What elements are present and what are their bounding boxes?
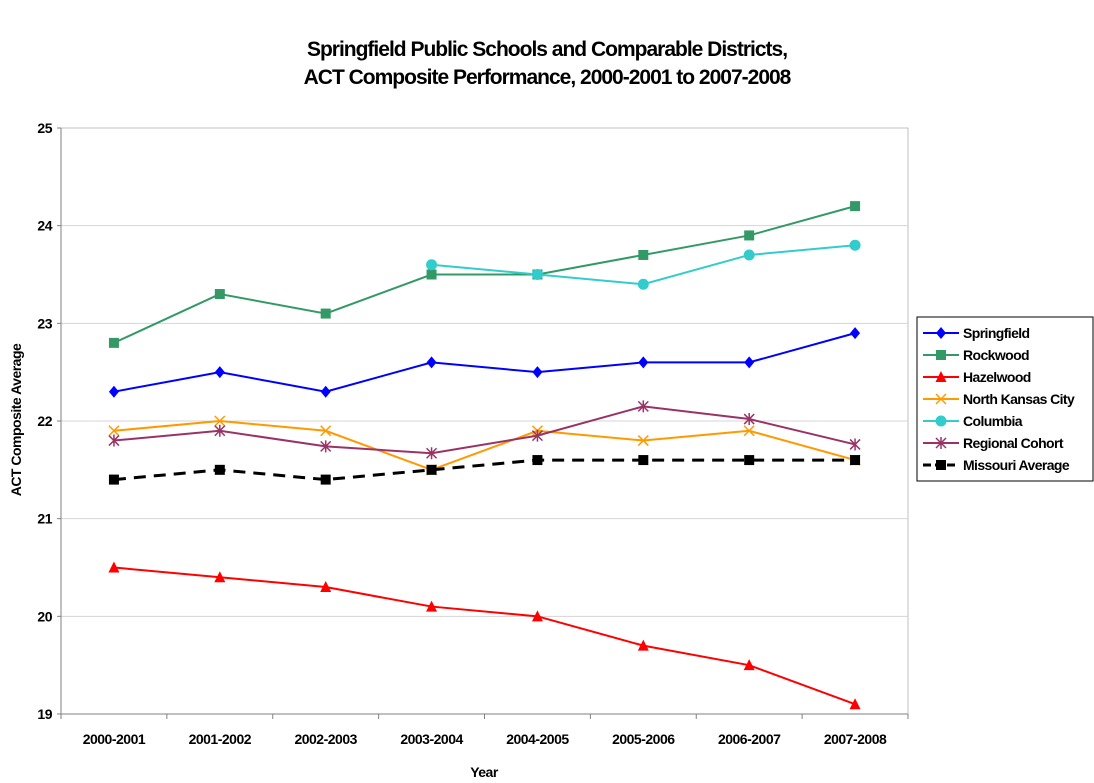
x-tick-label: 2000-2001 bbox=[83, 731, 146, 747]
y-tick-label: 19 bbox=[37, 706, 52, 722]
x-axis-label: Year bbox=[470, 764, 499, 780]
data-point bbox=[214, 366, 225, 379]
legend-label: Columbia bbox=[963, 413, 1023, 429]
data-point bbox=[935, 371, 947, 382]
data-point bbox=[320, 425, 332, 437]
data-point bbox=[849, 698, 861, 710]
legend-label: Springfield bbox=[963, 325, 1030, 341]
plot-area: 19 20 21 22 23 24 25 2000-2001 2001-2002 2002-200… bbox=[37, 120, 909, 747]
data-point bbox=[850, 201, 861, 212]
data-point bbox=[936, 350, 946, 360]
data-point bbox=[214, 424, 226, 437]
data-point bbox=[531, 429, 543, 442]
data-point bbox=[320, 308, 331, 319]
legend-label: North Kansas City bbox=[963, 391, 1075, 407]
x-tick-label: 2003-2004 bbox=[400, 731, 463, 747]
data-point bbox=[108, 337, 119, 348]
data-point bbox=[637, 400, 649, 413]
y-tick-label: 23 bbox=[37, 315, 52, 331]
x-tick-label: 2005-2006 bbox=[612, 731, 675, 747]
data-point bbox=[743, 425, 755, 437]
x-tick-label: 2006-2007 bbox=[718, 731, 781, 747]
data-point bbox=[108, 425, 120, 437]
data-point bbox=[744, 356, 755, 369]
y-tick-label: 24 bbox=[37, 218, 52, 234]
data-point bbox=[637, 435, 649, 447]
legend-label: Rockwood bbox=[963, 347, 1029, 363]
data-point bbox=[320, 581, 332, 593]
data-point bbox=[426, 464, 437, 475]
data-point bbox=[638, 356, 649, 369]
legend-label: Hazelwood bbox=[963, 369, 1031, 385]
chart-title-line-1: Springfield Public Schools and Comparabl… bbox=[307, 38, 787, 61]
data-point bbox=[744, 455, 755, 466]
legend-label: Regional Cohort bbox=[963, 435, 1064, 451]
series-line-missouri-average bbox=[113, 458, 856, 482]
data-point bbox=[426, 356, 437, 369]
x-tick-label: 2001-2002 bbox=[189, 731, 252, 747]
data-point bbox=[426, 447, 438, 460]
series-line-regional-cohort bbox=[113, 405, 856, 455]
data-point bbox=[637, 278, 649, 290]
data-point bbox=[532, 366, 543, 379]
chart-title-line-2: ACT Composite Performance, 2000-2001 to … bbox=[304, 66, 792, 89]
data-point bbox=[320, 385, 331, 398]
data-point bbox=[108, 561, 120, 573]
y-tick-label: 21 bbox=[37, 511, 52, 527]
data-point bbox=[936, 327, 946, 339]
y-tick-label: 22 bbox=[37, 413, 52, 429]
x-tick-label: 2002-2003 bbox=[294, 731, 357, 747]
data-point bbox=[214, 415, 226, 427]
data-point bbox=[320, 440, 332, 453]
series-line-springfield bbox=[113, 332, 856, 393]
data-point bbox=[743, 659, 755, 671]
data-point bbox=[744, 230, 755, 241]
data-point bbox=[108, 474, 119, 485]
data-point bbox=[743, 249, 755, 261]
data-point bbox=[936, 460, 946, 470]
data-point bbox=[531, 610, 543, 622]
data-point bbox=[935, 437, 947, 449]
x-tick-label: 2007-2008 bbox=[824, 731, 887, 747]
data-point bbox=[743, 413, 755, 426]
y-axis-label: ACT Composite Average bbox=[8, 343, 24, 496]
data-point bbox=[935, 415, 947, 427]
data-point bbox=[850, 327, 861, 340]
data-point bbox=[637, 639, 649, 651]
data-point bbox=[935, 393, 947, 405]
legend: Springfield Rockwood Hazelwood North Kansas… bbox=[916, 316, 1094, 482]
data-point bbox=[531, 269, 543, 280]
y-tick-label: 20 bbox=[37, 608, 52, 624]
data-point bbox=[214, 571, 226, 583]
data-point bbox=[638, 249, 649, 260]
y-tick-label: 25 bbox=[37, 120, 52, 136]
data-point bbox=[849, 438, 861, 451]
series-line-hazelwood bbox=[113, 566, 856, 706]
data-point bbox=[108, 385, 119, 398]
data-point bbox=[108, 434, 120, 447]
data-point bbox=[214, 289, 225, 300]
data-point bbox=[214, 464, 225, 475]
data-point bbox=[426, 269, 437, 280]
legend-label: Missouri Average bbox=[963, 457, 1070, 473]
data-point bbox=[320, 474, 331, 485]
data-point bbox=[638, 455, 649, 466]
x-tick-label: 2004-2005 bbox=[506, 731, 569, 747]
data-point bbox=[426, 600, 438, 612]
data-point bbox=[850, 455, 861, 466]
data-point bbox=[532, 455, 543, 466]
series-line-north-kansas-city bbox=[113, 419, 856, 471]
data-point bbox=[849, 239, 861, 251]
data-point bbox=[426, 259, 438, 271]
series-line-rockwood bbox=[113, 205, 856, 344]
